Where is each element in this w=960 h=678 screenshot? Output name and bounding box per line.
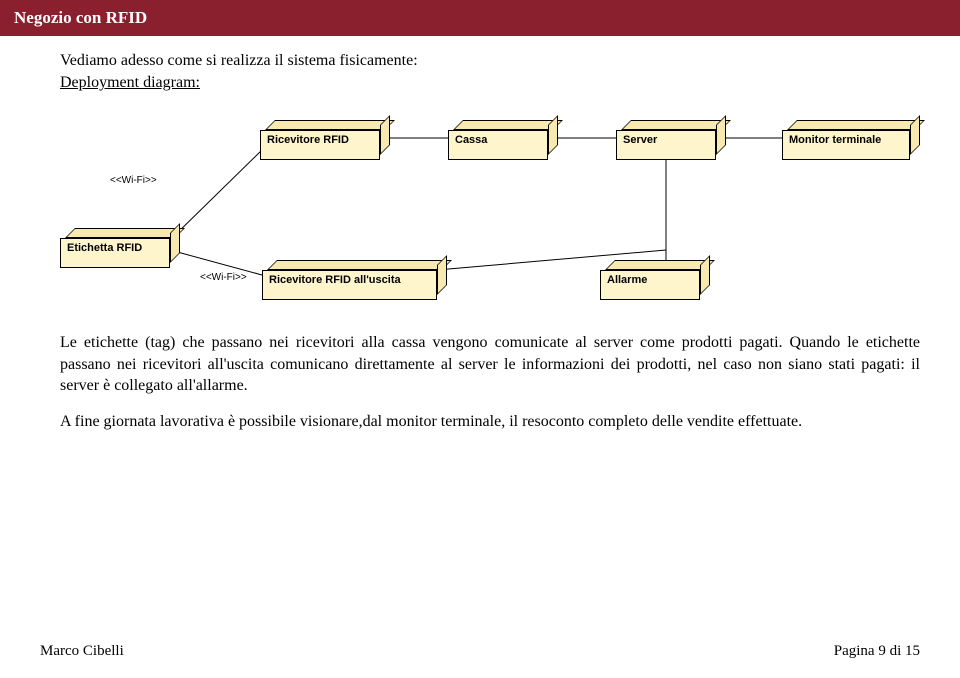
diagram-node-label: Ricevitore RFID all'uscita xyxy=(262,270,437,300)
diagram-node-label: Ricevitore RFID xyxy=(260,130,380,160)
diagram-node-label: Cassa xyxy=(448,130,548,160)
diagram-node-monitor: Monitor terminale xyxy=(782,120,920,160)
footer-author: Marco Cibelli xyxy=(40,643,124,660)
diagram-node-ricevitore_uscita: Ricevitore RFID all'uscita xyxy=(262,260,447,300)
page-content: Vediamo adesso come si realizza il siste… xyxy=(0,36,960,432)
page-footer: Marco Cibelli Pagina 9 di 15 xyxy=(40,643,920,660)
diagram-node-server: Server xyxy=(616,120,726,160)
footer-page: Pagina 9 di 15 xyxy=(834,643,920,660)
page-header: Negozio con RFID xyxy=(0,0,960,36)
wifi-stereotype-label: <<Wi-Fi>> xyxy=(200,272,247,283)
deployment-diagram: Ricevitore RFID Cassa Server Monitor termin… xyxy=(40,100,920,318)
diagram-node-label: Server xyxy=(616,130,716,160)
diagram-node-allarme: Allarme xyxy=(600,260,710,300)
intro-line-2: Deployment diagram: xyxy=(60,74,920,92)
diagram-node-ricevitore: Ricevitore RFID xyxy=(260,120,390,160)
paragraph-2: A fine giornata lavorativa è possibile v… xyxy=(60,411,920,433)
diagram-node-label: Allarme xyxy=(600,270,700,300)
wifi-stereotype-label: <<Wi-Fi>> xyxy=(110,175,157,186)
header-title: Negozio con RFID xyxy=(14,8,147,27)
intro-line-1: Vediamo adesso come si realizza il siste… xyxy=(60,52,920,70)
paragraph-1: Le etichette (tag) che passano nei ricev… xyxy=(60,332,920,397)
diagram-node-label: Monitor terminale xyxy=(782,130,910,160)
diagram-node-cassa: Cassa xyxy=(448,120,558,160)
diagram-node-label: Etichetta RFID xyxy=(60,238,170,268)
diagram-node-etichetta: Etichetta RFID xyxy=(60,228,180,268)
